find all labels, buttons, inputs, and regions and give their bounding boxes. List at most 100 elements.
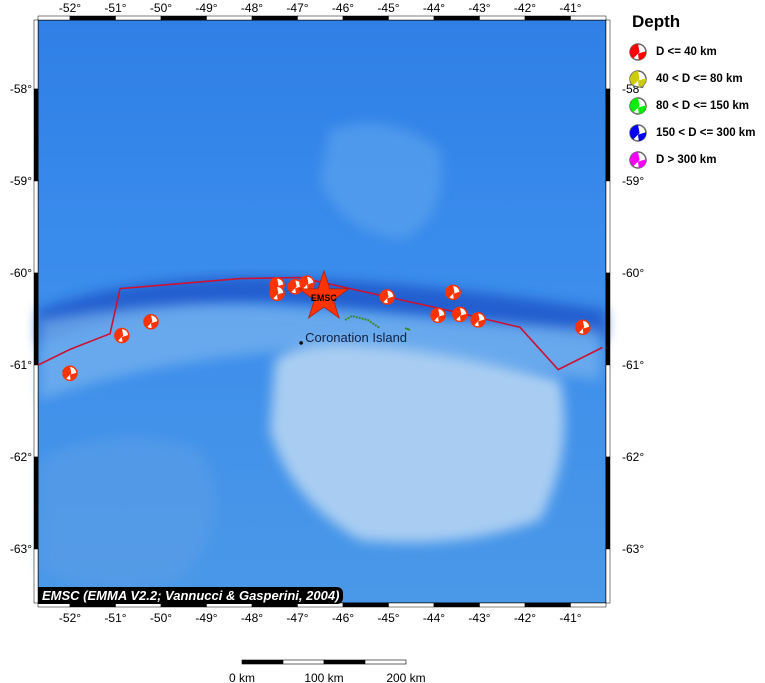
scale-segment	[323, 659, 366, 665]
lon-tick-label-top: -49°	[195, 1, 217, 15]
beachball-quadrant	[70, 372, 78, 381]
frame-segment	[33, 88, 39, 182]
lon-tick-label-bottom: -44°	[423, 611, 445, 625]
earthquake-beachball	[114, 327, 130, 344]
lon-tick-label-bottom: -51°	[104, 611, 126, 625]
frame-segment	[115, 15, 162, 21]
legend-label: D <= 40 km	[656, 45, 717, 58]
beachball-icon	[629, 123, 647, 142]
beachball-quadrant	[380, 289, 389, 303]
lat-tick-label-right: -60°	[622, 266, 644, 280]
frame-segment	[388, 15, 435, 21]
place-marker: Coronation Island	[299, 330, 407, 345]
epicenter-star[interactable]: EMSC	[297, 269, 350, 320]
earthquake-beachball	[430, 307, 446, 324]
lon-tick-label-top: -47°	[286, 1, 308, 15]
scale-label: 100 km	[304, 671, 343, 683]
beachball-quadrant	[638, 77, 647, 87]
legend-beachball	[629, 150, 647, 169]
scale-label: 0 km	[229, 671, 255, 683]
map-frame	[33, 15, 611, 608]
beachball-quadrant	[300, 276, 309, 289]
earthquake-beachball	[299, 275, 315, 291]
lat-tick-label-left: -58°	[10, 82, 32, 96]
lon-tick-label-bottom: -49°	[195, 611, 217, 625]
beachball-quadrant	[270, 286, 279, 299]
epicenter-label: EMSC	[311, 293, 338, 303]
beachball-quadrant	[277, 292, 285, 301]
lon-tick-label-bottom: -41°	[559, 611, 581, 625]
legend-item: 150 < D <= 300 km	[628, 119, 755, 146]
beachball-quadrant	[431, 308, 440, 321]
frame-segment	[570, 15, 607, 21]
legend-label: 80 < D <= 150 km	[656, 99, 750, 112]
lon-tick-label-bottom: -52°	[59, 611, 81, 625]
beachball-quadrant	[446, 285, 455, 298]
legend-item: D <= 40 km	[628, 38, 755, 65]
legend-title: Depth	[632, 12, 681, 31]
frame-segment	[433, 15, 480, 21]
earthquake-beachball	[62, 365, 78, 382]
frame-segment	[524, 15, 571, 21]
lat-tick-label-left: -63°	[10, 542, 32, 556]
beachball-icon	[629, 42, 647, 61]
frame-segment	[69, 15, 116, 21]
lon-tick-label-bottom: -45°	[377, 611, 399, 625]
lon-tick-label-top: -45°	[377, 1, 399, 15]
lat-tick-label-left: -62°	[10, 450, 32, 464]
legend-item: 40 < D <= 80 km	[628, 65, 755, 92]
lat-tick-label-right: -61°	[622, 358, 644, 372]
frame-segment	[33, 548, 39, 604]
earthquake-events	[62, 275, 591, 382]
earthquake-beachball	[379, 289, 395, 305]
legend-item: 80 < D <= 150 km	[628, 92, 755, 119]
scale-bar: 0 km 100 km 200 km	[229, 659, 426, 683]
beachball-quadrant	[630, 70, 640, 85]
legend-beachball	[629, 69, 647, 88]
place-label: Coronation Island	[305, 330, 407, 345]
frame-segment	[33, 272, 39, 366]
lon-tick-label-bottom: -47°	[286, 611, 308, 625]
frame-segment	[605, 364, 611, 458]
legend-beachball	[629, 42, 647, 61]
frame-segment	[605, 180, 611, 274]
beachball-quadrant	[630, 97, 640, 112]
beachball-quadrant	[452, 307, 462, 320]
beachball-icon	[629, 69, 647, 88]
beachball-quadrant	[307, 282, 315, 291]
lon-tick-label-top: -52°	[59, 1, 81, 15]
lat-tick-label-left: -59°	[10, 174, 32, 188]
legend-label: 150 < D <= 300 km	[656, 126, 756, 139]
axis-tick-labels: -52° -52° -51° -51° -50° -50° -49° -49° -48° -48°…	[10, 1, 645, 625]
beachball-icon	[629, 150, 647, 169]
lon-tick-label-bottom: -42°	[514, 611, 536, 625]
frame-segment	[33, 19, 39, 90]
frame-segment	[605, 88, 611, 182]
beachball-quadrant	[638, 50, 647, 60]
beachball-quadrant	[387, 296, 395, 304]
lon-tick-label-top: -46°	[332, 1, 354, 15]
star-icon	[297, 269, 350, 320]
lon-tick-label-top: -42°	[514, 1, 536, 15]
frame-segment	[605, 19, 611, 90]
frame-segment	[297, 15, 344, 21]
legend-label: 40 < D <= 80 km	[656, 72, 743, 85]
beachball-quadrant	[150, 321, 159, 329]
earthquake-beachball	[143, 314, 159, 330]
depth-legend: Depth D <= 40 km 40 < D <= 80 km 80 < D <=…	[628, 12, 755, 173]
beachball-quadrant	[438, 314, 446, 323]
lat-tick-label-left: -60°	[10, 266, 32, 280]
beachball-quadrant	[630, 124, 640, 139]
scale-segment	[282, 659, 325, 665]
beachball-quadrant	[582, 326, 590, 335]
earthquake-beachball	[445, 284, 461, 301]
beachball-quadrant	[478, 319, 486, 327]
frame-segment	[160, 15, 207, 21]
frame-segment	[33, 456, 39, 550]
scale-label: 200 km	[386, 671, 425, 683]
lon-tick-label-top: -50°	[150, 1, 172, 15]
beachball-quadrant	[295, 286, 303, 294]
frame-segment	[342, 602, 389, 608]
